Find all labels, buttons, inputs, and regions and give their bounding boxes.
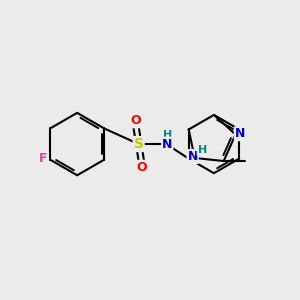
Text: O: O	[136, 161, 147, 174]
Text: H: H	[163, 130, 172, 140]
Text: H: H	[197, 145, 207, 155]
Text: N: N	[188, 150, 198, 163]
Text: N: N	[235, 127, 245, 140]
Text: S: S	[134, 137, 144, 151]
Text: N: N	[162, 138, 172, 151]
Text: F: F	[39, 152, 48, 165]
Text: O: O	[130, 114, 141, 128]
